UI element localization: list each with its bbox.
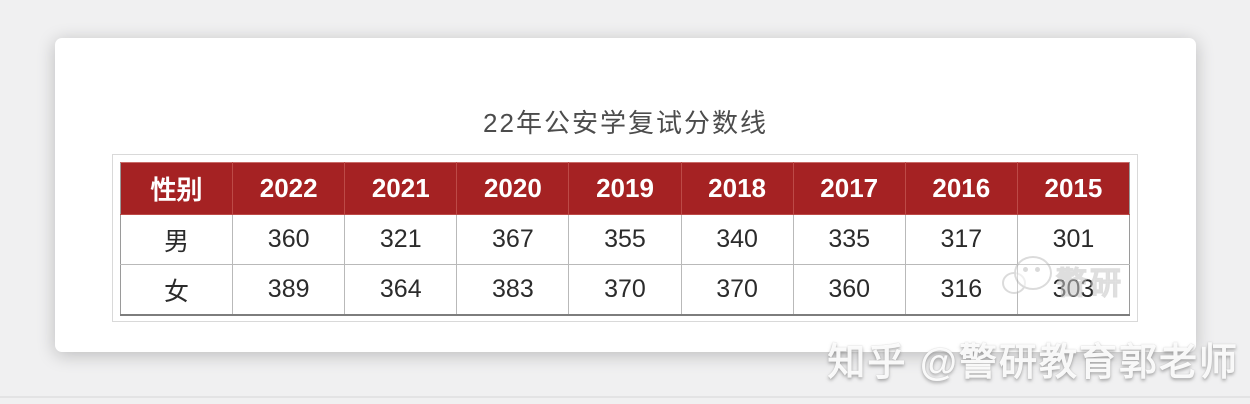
bottom-divider <box>0 396 1250 398</box>
header-cell-year: 2022 <box>232 162 346 215</box>
score-cell: 317 <box>904 214 1018 265</box>
score-cell: 360 <box>232 214 346 265</box>
header-cell-year: 2020 <box>456 162 570 215</box>
score-cell: 321 <box>344 214 458 265</box>
score-cell: 303 <box>1016 264 1131 316</box>
score-cell: 340 <box>680 214 794 265</box>
header-cell-year: 2017 <box>792 162 906 215</box>
score-cell: 364 <box>344 264 458 316</box>
header-cell-gender: 性别 <box>119 162 234 215</box>
page-title: 22年公安学复试分数线 <box>483 108 768 138</box>
content-card: 22年公安学复试分数线 性别 2022 2021 2020 2019 2018 2017 20… <box>55 38 1196 352</box>
header-cell-year: 2021 <box>344 162 458 215</box>
table-body: 男 360 321 367 355 340 335 317 301 女 389 364 383 370 37… <box>119 214 1131 316</box>
score-cell: 370 <box>568 264 682 316</box>
header-cell-year: 2018 <box>680 162 794 215</box>
row-label-cell: 男 <box>119 214 234 265</box>
table-row: 女 389 364 383 370 370 360 316 303 <box>119 264 1131 316</box>
score-cell: 383 <box>456 264 570 316</box>
score-cell: 389 <box>232 264 346 316</box>
score-cell: 316 <box>904 264 1018 316</box>
header-cell-year: 2016 <box>904 162 1018 215</box>
score-cell: 370 <box>680 264 794 316</box>
score-table: 性别 2022 2021 2020 2019 2018 2017 2016 2015 男 360 3… <box>119 162 1131 316</box>
score-cell: 360 <box>792 264 906 316</box>
score-cell: 355 <box>568 214 682 265</box>
row-label-cell: 女 <box>119 264 234 316</box>
score-cell: 301 <box>1016 214 1131 265</box>
table-row: 男 360 321 367 355 340 335 317 301 <box>119 214 1131 265</box>
score-cell: 335 <box>792 214 906 265</box>
table-frame: 性别 2022 2021 2020 2019 2018 2017 2016 2015 男 360 3… <box>112 154 1138 322</box>
header-cell-year: 2019 <box>568 162 682 215</box>
header-cell-year: 2015 <box>1016 162 1131 215</box>
table-header-row: 性别 2022 2021 2020 2019 2018 2017 2016 2015 <box>119 162 1131 215</box>
score-cell: 367 <box>456 214 570 265</box>
